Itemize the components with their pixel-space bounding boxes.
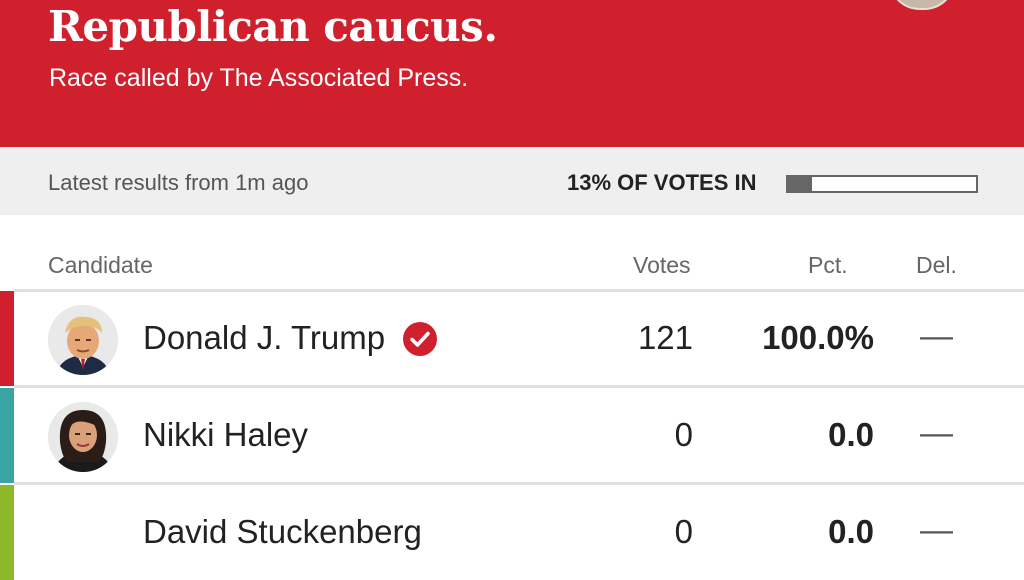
candidate-name: Nikki Haley [143, 416, 309, 453]
column-header-pct: Pct. [808, 252, 848, 278]
candidate-name: David Stuckenberg [143, 513, 422, 550]
candidate-pct: 0.0 [828, 513, 874, 550]
table-row: David Stuckenberg 0 0.0 — [0, 485, 1024, 580]
candidate-color-strip [0, 388, 14, 483]
candidate-delegates: — [920, 414, 953, 451]
candidate-pct: 0.0 [828, 416, 874, 453]
column-header-votes: Votes [633, 252, 691, 278]
column-header-delegates: Del. [916, 252, 957, 278]
race-header: Republican caucus. Race called by The As… [0, 0, 1024, 147]
candidate-votes: 121 [637, 319, 693, 356]
table-row: Nikki Haley 0 0.0 — [0, 388, 1024, 483]
candidate-photo [48, 305, 118, 375]
header-divider [14, 289, 1024, 292]
votes-in-progress-fill [788, 177, 813, 191]
column-header-candidate: Candidate [48, 252, 153, 278]
candidate-delegates: — [920, 511, 953, 548]
candidate-delegates: — [920, 317, 953, 354]
race-title: Republican caucus. [48, 2, 498, 51]
row-divider [14, 385, 1024, 388]
candidate-votes: 0 [674, 513, 693, 550]
row-divider [14, 482, 1024, 485]
votes-in-progress-bar [786, 175, 978, 193]
candidate-color-strip [0, 485, 14, 580]
candidate-photo [48, 402, 118, 472]
candidate-name: Donald J. Trump [143, 319, 386, 356]
candidate-votes: 0 [674, 416, 693, 453]
race-called-note: Race called by The Associated Press. [49, 64, 469, 92]
candidate-color-strip [0, 291, 14, 386]
author-avatar [888, 0, 956, 10]
table-row: Donald J. Trump 121 100.0% — [0, 291, 1024, 386]
latest-results-time: Latest results from 1m ago [48, 170, 309, 195]
winner-check-icon [403, 322, 437, 356]
votes-in-label: 13% OF VOTES IN [567, 170, 757, 195]
candidate-pct: 100.0% [762, 319, 874, 356]
